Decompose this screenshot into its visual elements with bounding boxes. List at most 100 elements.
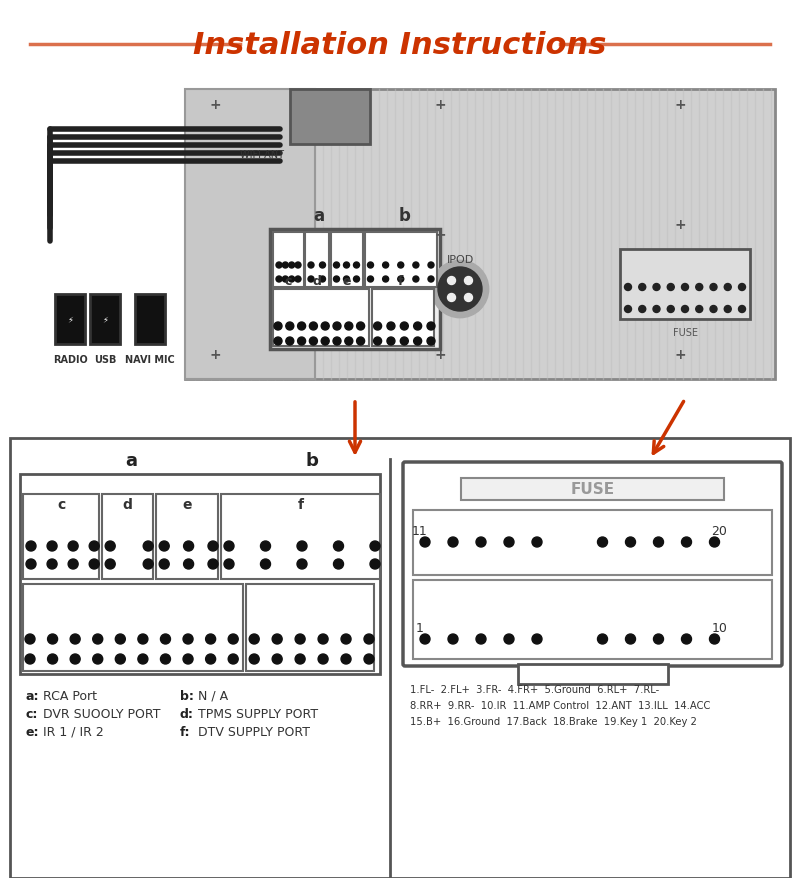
Text: Installation Instructions: Installation Instructions <box>194 31 606 60</box>
Text: f: f <box>298 498 303 511</box>
Circle shape <box>625 306 631 313</box>
Circle shape <box>626 537 635 547</box>
Circle shape <box>321 322 330 331</box>
Circle shape <box>448 537 458 547</box>
Circle shape <box>250 654 259 665</box>
Circle shape <box>367 277 374 283</box>
Circle shape <box>333 322 341 331</box>
Circle shape <box>400 322 408 331</box>
Text: a:: a: <box>25 689 38 702</box>
FancyBboxPatch shape <box>403 463 782 666</box>
Bar <box>23 494 99 579</box>
Bar <box>185 90 315 379</box>
Circle shape <box>413 277 419 283</box>
Circle shape <box>710 284 717 291</box>
Circle shape <box>710 537 719 547</box>
Circle shape <box>653 306 660 313</box>
Circle shape <box>638 306 646 313</box>
Circle shape <box>161 634 170 644</box>
Text: d:: d: <box>180 707 194 720</box>
Bar <box>102 494 154 579</box>
Circle shape <box>438 268 482 312</box>
Bar <box>462 479 724 500</box>
Circle shape <box>398 263 404 269</box>
Bar <box>10 438 790 878</box>
Circle shape <box>106 559 115 569</box>
Circle shape <box>504 537 514 547</box>
Text: 8.RR+  9.RR-  10.IR  11.AMP Control  12.ANT  13.ILL  14.ACC: 8.RR+ 9.RR- 10.IR 11.AMP Control 12.ANT … <box>410 700 710 710</box>
Circle shape <box>90 542 99 551</box>
Circle shape <box>682 634 691 644</box>
Circle shape <box>159 559 170 569</box>
Circle shape <box>159 542 170 551</box>
Circle shape <box>93 634 102 644</box>
Bar <box>413 510 772 575</box>
Circle shape <box>206 654 216 665</box>
Circle shape <box>427 322 435 331</box>
Text: +: + <box>209 97 221 112</box>
Circle shape <box>138 634 148 644</box>
Circle shape <box>282 263 288 269</box>
Circle shape <box>447 277 455 285</box>
Circle shape <box>26 559 36 569</box>
Circle shape <box>476 537 486 547</box>
Circle shape <box>414 322 422 331</box>
Circle shape <box>224 559 234 569</box>
Text: b:: b: <box>180 689 194 702</box>
Text: f:: f: <box>180 725 190 738</box>
Text: ⚡: ⚡ <box>102 315 108 324</box>
Circle shape <box>297 559 307 569</box>
Circle shape <box>724 306 731 313</box>
Text: c: c <box>285 275 292 288</box>
Circle shape <box>138 654 148 665</box>
Circle shape <box>682 306 689 313</box>
Circle shape <box>382 277 389 283</box>
Circle shape <box>183 634 193 644</box>
Circle shape <box>184 542 194 551</box>
Circle shape <box>272 654 282 665</box>
Circle shape <box>276 277 282 283</box>
Text: +: + <box>674 218 686 232</box>
Circle shape <box>667 306 674 313</box>
Circle shape <box>319 263 326 269</box>
Circle shape <box>183 654 193 665</box>
Circle shape <box>206 634 216 644</box>
Circle shape <box>261 559 270 569</box>
Text: +: + <box>434 227 446 241</box>
Circle shape <box>345 338 353 346</box>
Circle shape <box>710 634 719 644</box>
Circle shape <box>432 262 488 318</box>
Circle shape <box>724 284 731 291</box>
Circle shape <box>334 277 339 283</box>
Text: DTV SUPPLY PORT: DTV SUPPLY PORT <box>198 725 310 738</box>
Text: RADIO: RADIO <box>53 355 87 364</box>
Circle shape <box>364 654 374 665</box>
Circle shape <box>682 537 691 547</box>
Text: c:: c: <box>25 707 38 720</box>
Circle shape <box>414 338 422 346</box>
Circle shape <box>68 542 78 551</box>
Circle shape <box>47 559 57 569</box>
Circle shape <box>298 338 306 346</box>
Circle shape <box>25 634 35 644</box>
Text: +: + <box>434 97 446 112</box>
Circle shape <box>343 277 350 283</box>
Circle shape <box>682 284 689 291</box>
Circle shape <box>47 634 58 644</box>
Text: a: a <box>314 206 325 225</box>
Text: b: b <box>305 451 318 470</box>
Circle shape <box>286 322 294 331</box>
Circle shape <box>364 634 374 644</box>
Circle shape <box>367 263 374 269</box>
Circle shape <box>532 634 542 644</box>
Text: 1: 1 <box>416 622 424 634</box>
Bar <box>185 90 775 379</box>
Circle shape <box>333 338 341 346</box>
Text: DVR SUOOLY PORT: DVR SUOOLY PORT <box>43 707 161 720</box>
Circle shape <box>184 559 194 569</box>
Circle shape <box>653 284 660 291</box>
Circle shape <box>274 322 282 331</box>
Circle shape <box>289 263 294 269</box>
Circle shape <box>387 338 395 346</box>
Text: FUSE: FUSE <box>570 482 614 497</box>
